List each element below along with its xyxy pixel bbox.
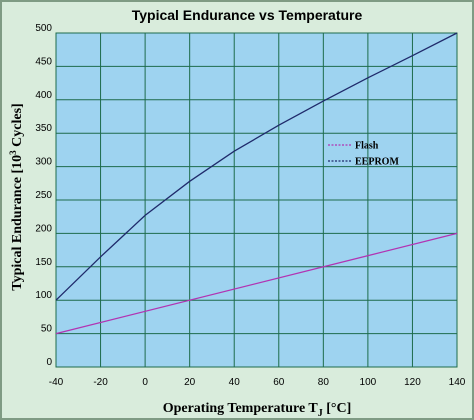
y-axis-label: Typical Endurance [103 Cycles] <box>8 103 25 290</box>
legend: Flash EEPROM <box>328 141 399 168</box>
legend-label-eeprom: EEPROM <box>355 157 399 168</box>
series-lines <box>55 32 458 335</box>
y-tick-label: 450 <box>35 56 52 67</box>
x-tick-label: 40 <box>229 377 241 388</box>
y-tick-label: 400 <box>35 90 52 101</box>
x-tick-label: 100 <box>360 377 377 388</box>
x-tick-label: 0 <box>142 377 148 388</box>
y-tick-labels: 0 50 100 150 200 250 300 350 400 450 500 <box>35 23 52 368</box>
y-tick-label: 50 <box>41 324 53 335</box>
x-axis-label: Operating Temperature TJ [°C] <box>163 401 352 419</box>
y-tick-label: 100 <box>35 290 52 301</box>
x-tick-labels: -40 -20 0 20 40 60 80 100 120 140 <box>49 377 466 388</box>
x-tick-label: -40 <box>49 377 64 388</box>
x-tick-label: -20 <box>93 377 108 388</box>
y-tick-label: 500 <box>35 23 52 34</box>
legend-label-flash: Flash <box>355 141 379 152</box>
chart-title: Typical Endurance vs Temperature <box>132 7 363 23</box>
series-line-eeprom <box>55 32 458 301</box>
x-tick-label: 80 <box>318 377 330 388</box>
x-tick-label: 60 <box>273 377 285 388</box>
y-tick-label: 150 <box>35 257 52 268</box>
series-line-flash <box>55 232 458 335</box>
y-tick-label: 0 <box>46 357 52 368</box>
y-tick-label: 350 <box>35 123 52 134</box>
grid-lines <box>55 32 458 368</box>
y-tick-label: 250 <box>35 190 52 201</box>
y-tick-label: 300 <box>35 157 52 168</box>
x-tick-label: 120 <box>404 377 421 388</box>
y-tick-label: 200 <box>35 223 52 234</box>
x-tick-label: 140 <box>449 377 466 388</box>
x-tick-label: 20 <box>184 377 196 388</box>
